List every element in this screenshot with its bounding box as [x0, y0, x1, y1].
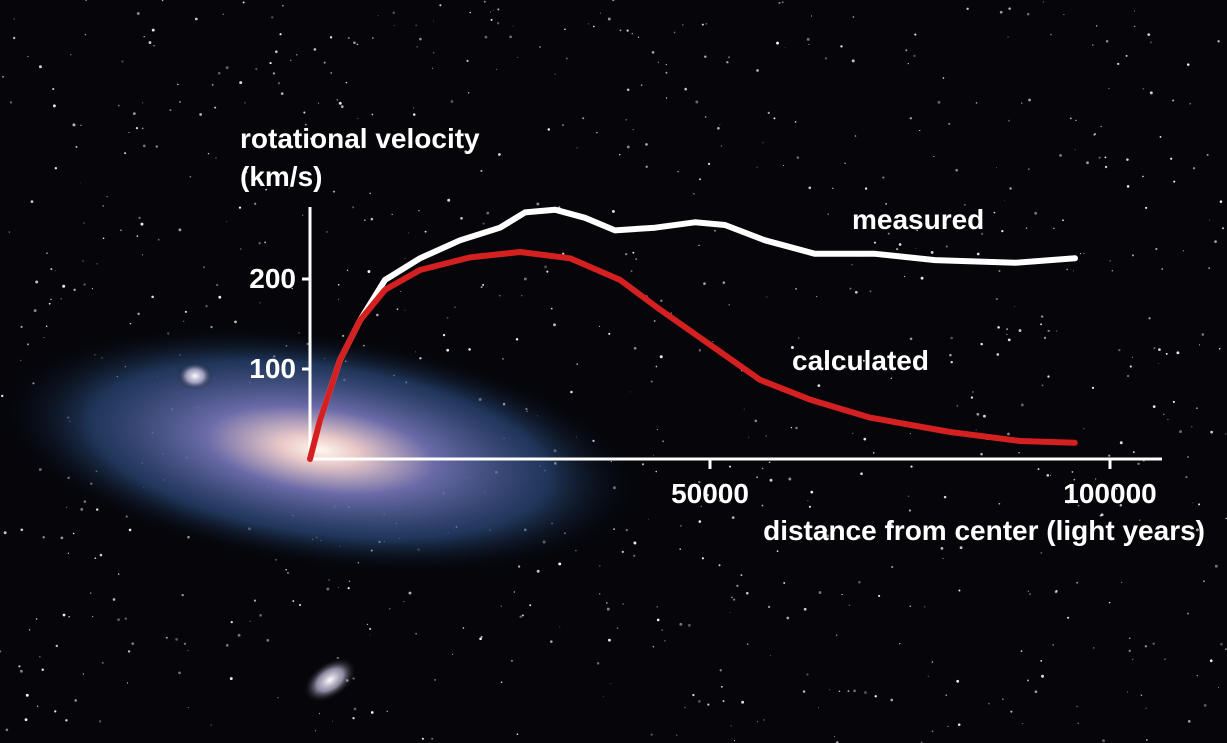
galaxy: [0, 322, 648, 578]
x-tick-label: 50000: [671, 478, 749, 509]
series-line: [307, 249, 1078, 462]
series-label: measured: [852, 204, 984, 235]
satellite-galaxy: [303, 657, 357, 703]
y-tick-label: 100: [249, 353, 296, 384]
x-axis-label: distance from center (light years): [763, 515, 1205, 546]
satellite-galaxy: [177, 362, 213, 390]
y-tick-label: 200: [249, 263, 296, 294]
y-axis-label: rotational velocity: [240, 123, 480, 154]
series-label: calculated: [792, 345, 929, 376]
y-axis-label: (km/s): [240, 161, 322, 192]
x-tick-label: 100000: [1063, 478, 1156, 509]
